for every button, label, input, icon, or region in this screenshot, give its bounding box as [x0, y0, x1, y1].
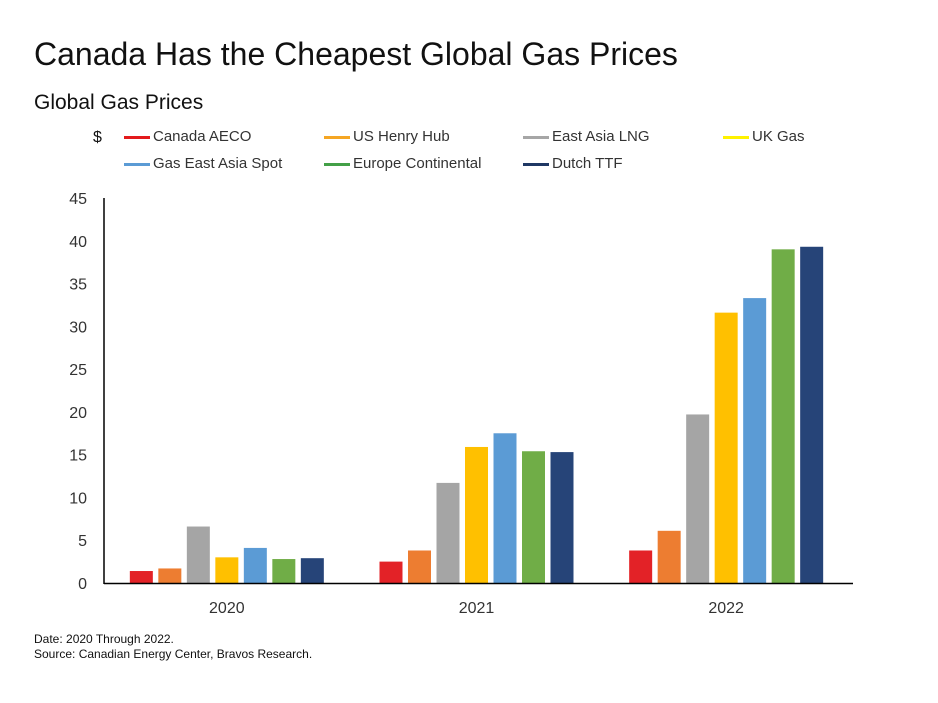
- y-tick-label: 15: [69, 448, 87, 465]
- bars: [129, 246, 824, 584]
- bar: [550, 452, 574, 583]
- y-tick-label: 20: [69, 405, 87, 422]
- legend-label: Canada AECO: [153, 128, 252, 145]
- x-tick-label: 2022: [708, 600, 744, 617]
- bar: [493, 433, 517, 583]
- x-tick-label: 2021: [459, 600, 495, 617]
- bar: [186, 526, 210, 583]
- date-note: Date: 2020 Through 2022.: [34, 632, 174, 646]
- source-note: Source: Canadian Energy Center, Bravos R…: [34, 647, 313, 661]
- bar: [771, 249, 795, 584]
- legend-item: US Henry Hub: [324, 127, 450, 147]
- y-tick-label: 10: [69, 490, 87, 507]
- legend-swatch: [324, 135, 350, 139]
- legend-item: UK Gas: [723, 127, 805, 147]
- legend-label: UK Gas: [752, 128, 805, 145]
- legend-label: Dutch TTF: [552, 155, 623, 172]
- bar: [408, 550, 431, 583]
- legend-label: US Henry Hub: [353, 128, 450, 145]
- bar: [272, 559, 296, 583]
- legend-swatch: [124, 162, 150, 166]
- chart-title: Canada Has the Cheapest Global Gas Price…: [34, 36, 678, 72]
- legend-item: Canada AECO: [124, 127, 251, 147]
- legend-swatch: [324, 162, 350, 166]
- legend-swatch: [723, 135, 749, 139]
- bar: [436, 482, 460, 583]
- bar: [215, 557, 239, 583]
- legend-item: Gas East Asia Spot: [124, 154, 282, 174]
- legend-label: East Asia LNG: [552, 128, 650, 145]
- y-tick-label: 35: [69, 277, 87, 294]
- y-tick-label: 25: [69, 362, 87, 379]
- y-tick-label: 0: [78, 576, 87, 593]
- bar: [686, 414, 710, 583]
- bar: [743, 298, 767, 583]
- legend-item: Europe Continental: [324, 154, 481, 174]
- bar: [379, 561, 403, 583]
- bar: [465, 446, 488, 583]
- y-axis-unit: $: [93, 129, 102, 146]
- bar: [657, 530, 681, 583]
- y-tick-label: 45: [69, 191, 87, 208]
- legend-swatch: [523, 135, 549, 139]
- legend-label: Gas East Asia Spot: [153, 155, 283, 172]
- chart-legend: Canada AECO US Henry Hub East Asia LNG UK G…: [124, 127, 844, 177]
- bar: [629, 550, 653, 583]
- y-tick-labels: 0 5 10 15 20 25 30 35 40 45: [69, 191, 87, 593]
- bar: [158, 568, 182, 583]
- x-tick-labels: 2020 2021 2022: [209, 600, 744, 617]
- y-tick-label: 5: [78, 533, 87, 550]
- bar: [714, 312, 738, 583]
- legend-swatch: [124, 135, 150, 139]
- legend-swatch: [523, 162, 549, 166]
- legend-item: East Asia LNG: [523, 127, 650, 147]
- y-tick-label: 40: [69, 234, 87, 251]
- bar: [300, 558, 324, 583]
- chart-notes: Date: 2020 Through 2022. Source: Canadia…: [34, 632, 312, 662]
- chart-subtitle: Global Gas Prices: [34, 91, 204, 114]
- bar: [129, 571, 153, 583]
- y-tick-label: 30: [69, 319, 87, 336]
- bar: [800, 246, 824, 583]
- legend-label: Europe Continental: [353, 155, 482, 172]
- legend-item: Dutch TTF: [523, 154, 623, 174]
- x-tick-label: 2020: [209, 600, 245, 617]
- bar: [243, 547, 267, 583]
- bar: [522, 451, 545, 583]
